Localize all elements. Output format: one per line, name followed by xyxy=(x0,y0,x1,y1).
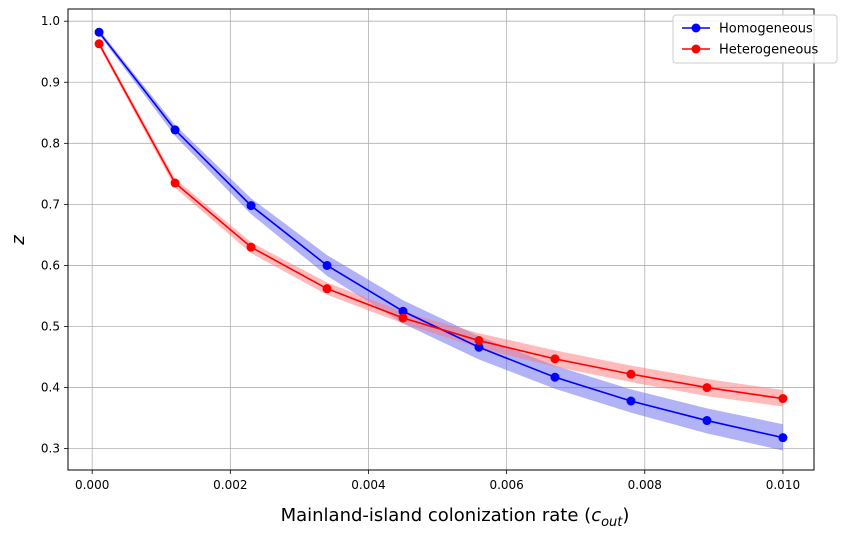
point-heterogeneous xyxy=(550,354,560,364)
legend-marker-heterogeneous xyxy=(691,44,701,54)
legend-box xyxy=(672,14,838,64)
legend-label-heterogeneous: Heterogeneous xyxy=(719,43,819,58)
point-homogeneous xyxy=(246,201,256,211)
point-homogeneous xyxy=(778,433,788,443)
plot-area-frame xyxy=(67,8,815,471)
axis-ticks xyxy=(64,20,784,474)
x-tick-label: 0.010 xyxy=(766,478,800,492)
confidence-bands xyxy=(99,29,783,451)
line-heterogeneous xyxy=(98,43,784,400)
x-tick-labels: 0.000 0.002 0.004 0.006 0.008 0.010 xyxy=(75,478,800,492)
point-heterogeneous xyxy=(398,313,408,323)
x-tick-label: 0.008 xyxy=(628,478,662,492)
point-heterogeneous xyxy=(322,284,332,294)
x-tick-label: 0.000 xyxy=(75,478,109,492)
x-axis-label: Mainland-island colonization rate (cout) xyxy=(281,505,630,530)
point-homogeneous xyxy=(702,416,712,426)
y-tick-label: 0.6 xyxy=(41,258,60,272)
point-heterogeneous xyxy=(246,242,256,252)
y-tick-label: 0.3 xyxy=(41,442,60,456)
legend-label-homogeneous: Homogeneous xyxy=(719,22,813,37)
y-tick-label: 0.4 xyxy=(41,381,60,395)
point-heterogeneous xyxy=(474,336,484,346)
point-homogeneous xyxy=(170,125,180,135)
y-tick-label: 1.0 xyxy=(41,14,60,28)
y-tick-label: 0.8 xyxy=(41,136,60,150)
series-lines xyxy=(98,31,784,439)
point-homogeneous xyxy=(626,396,636,406)
y-tick-label: 0.7 xyxy=(41,197,60,211)
point-homogeneous xyxy=(474,342,484,352)
point-heterogeneous xyxy=(702,383,712,393)
x-tick-label: 0.002 xyxy=(213,478,247,492)
band-heterogeneous xyxy=(99,41,783,407)
point-homogeneous xyxy=(94,27,104,37)
point-heterogeneous xyxy=(170,178,180,188)
y-tick-labels: 0.3 0.4 0.5 0.6 0.7 0.8 0.9 1.0 xyxy=(41,14,60,455)
y-axis-label: z xyxy=(8,235,29,246)
y-tick-label: 0.5 xyxy=(41,320,60,334)
point-heterogeneous xyxy=(94,39,104,49)
legend: Homogeneous Heterogeneous xyxy=(672,14,838,64)
point-heterogeneous xyxy=(626,369,636,379)
x-tick-label: 0.006 xyxy=(489,478,523,492)
series-points xyxy=(94,27,788,443)
point-homogeneous xyxy=(398,306,408,316)
point-homogeneous xyxy=(322,260,332,270)
y-tick-label: 0.9 xyxy=(41,75,60,89)
x-tick-label: 0.004 xyxy=(351,478,385,492)
point-heterogeneous xyxy=(778,394,788,404)
legend-marker-homogeneous xyxy=(691,23,701,33)
point-homogeneous xyxy=(550,372,560,382)
